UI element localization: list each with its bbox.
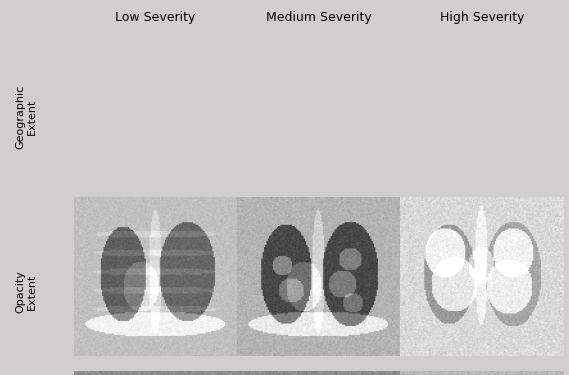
Text: Low Severity: Low Severity	[116, 11, 196, 24]
Text: Opacity
Extent: Opacity Extent	[15, 270, 36, 313]
Text: Medium Severity: Medium Severity	[266, 11, 372, 24]
Text: Geographic
Extent: Geographic Extent	[15, 85, 36, 149]
Text: High Severity: High Severity	[439, 11, 524, 24]
